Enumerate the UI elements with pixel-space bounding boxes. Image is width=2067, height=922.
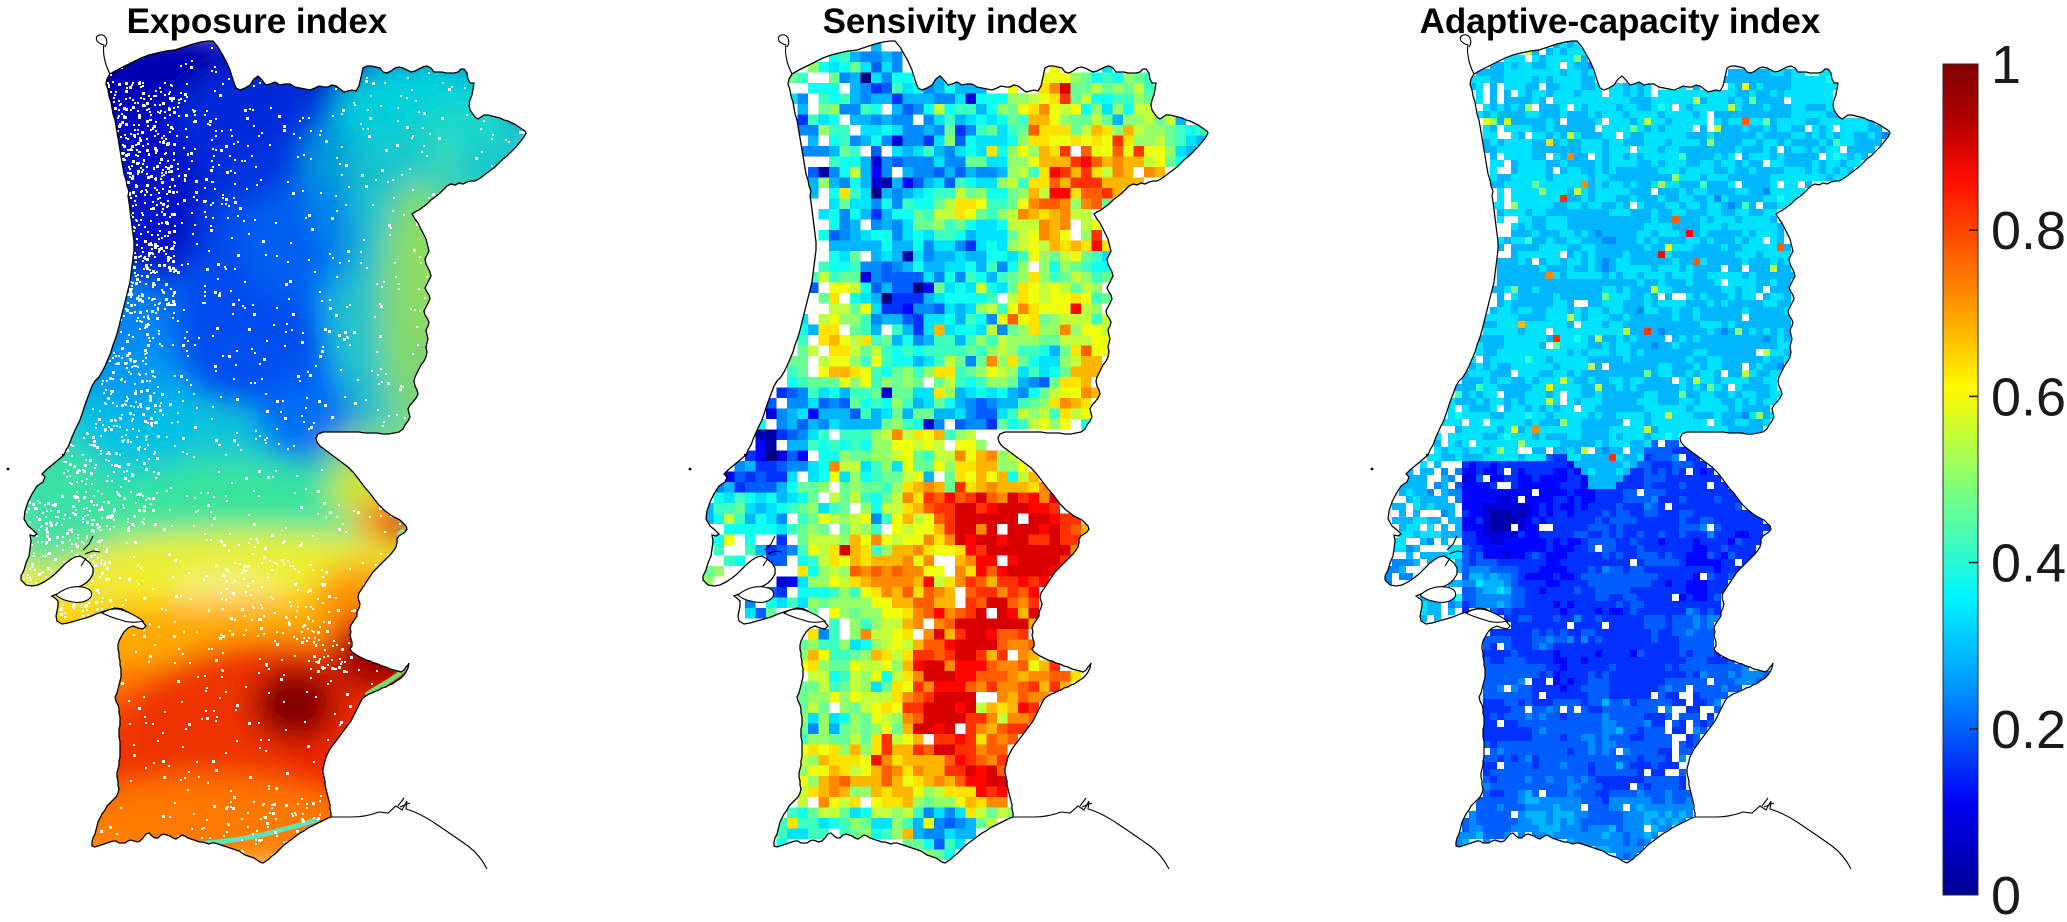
svg-text:Exposure index: Exposure index: [127, 2, 388, 41]
svg-text:0.8: 0.8: [1991, 201, 2066, 261]
svg-text:Sensivity index: Sensivity index: [823, 2, 1078, 41]
svg-text:0.2: 0.2: [1991, 700, 2066, 760]
svg-text:1: 1: [1991, 35, 2021, 95]
svg-text:0.4: 0.4: [1991, 534, 2066, 594]
svg-text:0: 0: [1991, 866, 2021, 922]
svg-text:0.6: 0.6: [1991, 367, 2066, 427]
svg-text:Adaptive-capacity index: Adaptive-capacity index: [1420, 2, 1821, 41]
